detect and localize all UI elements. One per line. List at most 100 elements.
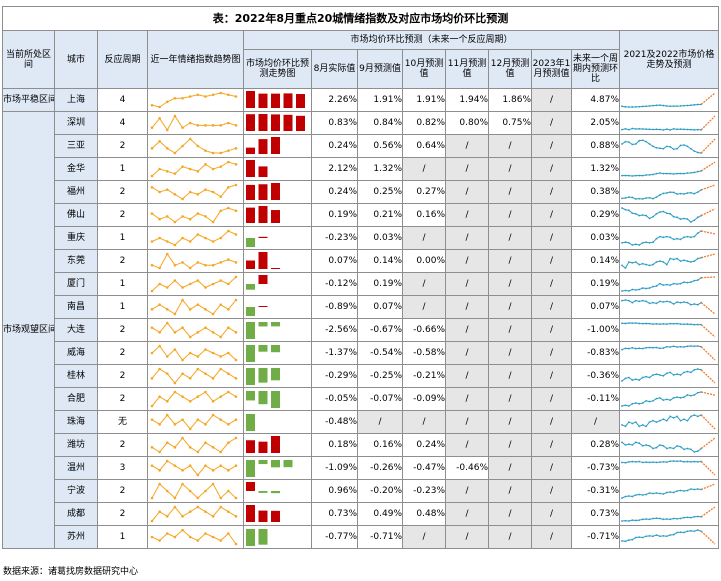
- value-dec: /: [488, 502, 532, 526]
- price-point: [696, 345, 699, 347]
- price-point: [696, 279, 699, 282]
- value-dec: /: [488, 433, 532, 457]
- price-point: [672, 191, 675, 194]
- price-point: [658, 323, 661, 325]
- sparkline-point: [165, 515, 169, 518]
- sparkline-point: [196, 279, 200, 282]
- price-point: [648, 376, 651, 379]
- price-point: [693, 460, 696, 463]
- price-point: [624, 404, 627, 407]
- price-point: [658, 260, 661, 263]
- price-point: [652, 323, 654, 325]
- price-point: [696, 515, 699, 518]
- sparkline-point: [196, 331, 200, 334]
- price-history-line: [621, 103, 702, 108]
- header-nov: 11月预测值: [445, 49, 489, 89]
- sentiment-sparkline: [147, 364, 244, 388]
- sparkline-point: [173, 496, 177, 500]
- sparkline-point: [158, 303, 161, 306]
- sparkline-point: [158, 105, 161, 109]
- value-sep: 0.25%: [357, 180, 403, 204]
- price-point: [641, 174, 644, 177]
- price-point: [689, 303, 692, 306]
- price-forecast-line: [700, 483, 716, 491]
- price-point: [693, 192, 696, 195]
- sparkline-point: [173, 505, 177, 509]
- price-point: [676, 283, 679, 286]
- sparkline-point: [196, 355, 200, 358]
- value-nov: /: [445, 180, 489, 204]
- price-forecast-chart: [618, 272, 720, 296]
- sparkline-point: [158, 190, 161, 194]
- price-point: [645, 197, 648, 199]
- price-point: [683, 259, 685, 262]
- sparkline-point: [165, 100, 169, 104]
- price-point: [652, 241, 654, 244]
- forecast-bar: [246, 322, 255, 339]
- price-point: [693, 345, 696, 348]
- sparkline-point: [188, 427, 192, 431]
- price-point: [665, 263, 668, 266]
- value-oct: 0.27%: [402, 180, 446, 204]
- bar-chart-svg: [246, 505, 280, 522]
- price-point: [652, 263, 654, 266]
- price-point: [641, 402, 644, 404]
- price-point: [676, 216, 679, 219]
- price-point: [652, 461, 654, 464]
- price-point: [665, 192, 668, 194]
- price-point: [689, 171, 692, 174]
- price-point: [634, 519, 637, 522]
- price-point: [624, 289, 627, 292]
- price-point: [679, 105, 682, 107]
- price-point: [672, 396, 675, 399]
- price-point: [631, 196, 634, 199]
- price-point: [693, 260, 696, 263]
- sparkline-svg: [150, 252, 238, 270]
- forecast-bar: [271, 436, 280, 453]
- sparkline-point: [204, 464, 207, 467]
- city-name: 三亚: [54, 134, 98, 158]
- price-point: [655, 104, 658, 107]
- price-forecast-chart: [618, 364, 720, 388]
- price-point: [641, 322, 644, 325]
- price-point: [665, 491, 668, 494]
- price-point: [652, 215, 654, 218]
- sparkline-point: [196, 367, 200, 371]
- price-point: [624, 197, 627, 199]
- price-point: [676, 517, 679, 520]
- price-point: [669, 399, 672, 402]
- price-point: [669, 145, 672, 148]
- price-point: [658, 461, 661, 464]
- value-oct: -0.47%: [402, 456, 446, 480]
- sparkline-point: [165, 413, 169, 417]
- price-point: [634, 347, 637, 350]
- forecast-bar: [258, 206, 268, 223]
- value-oct: /: [402, 157, 446, 181]
- price-point: [669, 371, 672, 374]
- price-forecast-line: [700, 302, 716, 315]
- price-trend-svg: [621, 92, 716, 108]
- price-point: [686, 516, 689, 519]
- value-next: 0.14%: [571, 249, 620, 273]
- price-point: [672, 416, 675, 419]
- price-point: [669, 534, 672, 536]
- price-point: [686, 145, 689, 148]
- price-point: [631, 422, 634, 425]
- price-point: [641, 105, 644, 108]
- city-name: 温州: [54, 456, 98, 480]
- sparkline-point: [219, 303, 223, 306]
- value-next: -0.71%: [571, 525, 620, 549]
- sparkline-point: [211, 263, 215, 267]
- value-nov: /: [445, 341, 489, 365]
- sparkline-point: [196, 212, 200, 215]
- price-point: [676, 531, 679, 534]
- sparkline-point: [204, 308, 207, 311]
- value-sep: -0.26%: [357, 456, 403, 480]
- price-point: [665, 323, 668, 325]
- reaction-period: 2: [97, 364, 148, 388]
- sparkline-line: [151, 483, 237, 499]
- price-history-line: [621, 189, 702, 200]
- forecast-bar: [246, 345, 255, 362]
- price-point: [655, 146, 658, 149]
- sparkline-svg: [150, 183, 238, 201]
